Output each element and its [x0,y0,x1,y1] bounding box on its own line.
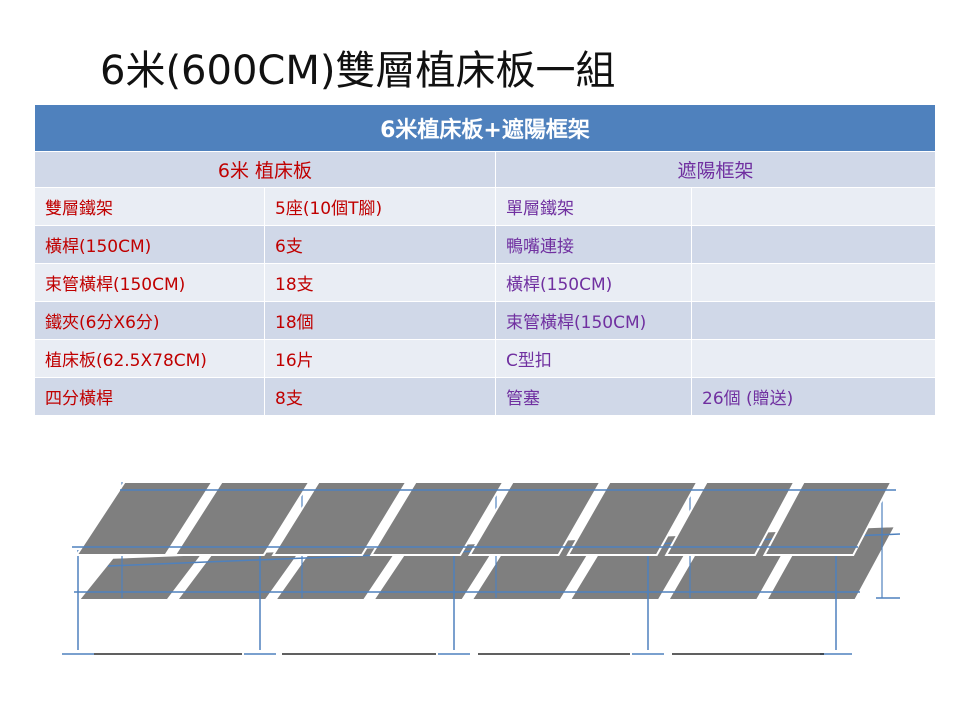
left-item-qty: 8支 [264,377,496,416]
right-item-qty [691,263,936,302]
right-item-name: 束管橫桿(150CM) [495,301,692,340]
upper-tier-panels [72,481,896,556]
left-item-name: 橫桿(150CM) [34,225,265,264]
upper-panel [566,481,700,556]
upper-panel [74,481,215,556]
table-row: 四分橫桿 8支 管塞 26個 (贈送) [34,377,936,416]
upper-panel [369,481,506,556]
left-item-qty: 5座(10個T腳) [264,187,496,226]
table-row: 鐵夾(6分X6分) 18個 束管橫桿(150CM) [34,301,936,340]
lower-panel [371,541,502,601]
table-header: 6米植床板+遮陽框架 [34,104,936,152]
left-item-name: 雙層鐵架 [34,187,265,226]
left-item-name: 束管橫桿(150CM) [34,263,265,302]
left-section-heading: 6米 植床板 [34,151,496,188]
parts-table: 6米植床板+遮陽框架 6米 植床板 遮陽框架 雙層鐵架 5座(10個T腳) 單層… [34,104,936,416]
right-item-name: 單層鐵架 [495,187,692,226]
right-item-qty [691,187,936,226]
section-heading-row: 6米 植床板 遮陽框架 [34,151,936,188]
upper-panel [271,481,409,556]
left-item-qty: 18支 [264,263,496,302]
table-row: 束管橫桿(150CM) 18支 橫桿(150CM) [34,263,936,302]
left-item-qty: 16片 [264,339,496,378]
left-item-name: 四分橫桿 [34,377,265,416]
table-header-row: 6米植床板+遮陽框架 [34,104,936,152]
table-row: 橫桿(150CM) 6支 鴨嘴連接 [34,225,936,264]
table-row: 雙層鐵架 5座(10個T腳) 單層鐵架 [34,187,936,226]
left-item-name: 植床板(62.5X78CM) [34,339,265,378]
right-item-qty [691,301,936,340]
page-title: 6米(600CM)雙層植床板一組 [100,48,616,94]
right-item-name: 橫桿(150CM) [495,263,692,302]
upper-panel [664,481,797,556]
right-item-qty: 26個 (贈送) [691,377,936,416]
left-item-qty: 6支 [264,225,496,264]
upper-panel [467,481,603,556]
frame-feet [62,597,900,655]
right-item-qty [691,225,936,264]
table-row: 植床板(62.5X78CM) 16片 C型扣 [34,339,936,378]
upper-panel [762,481,893,556]
upper-panel [173,481,312,556]
